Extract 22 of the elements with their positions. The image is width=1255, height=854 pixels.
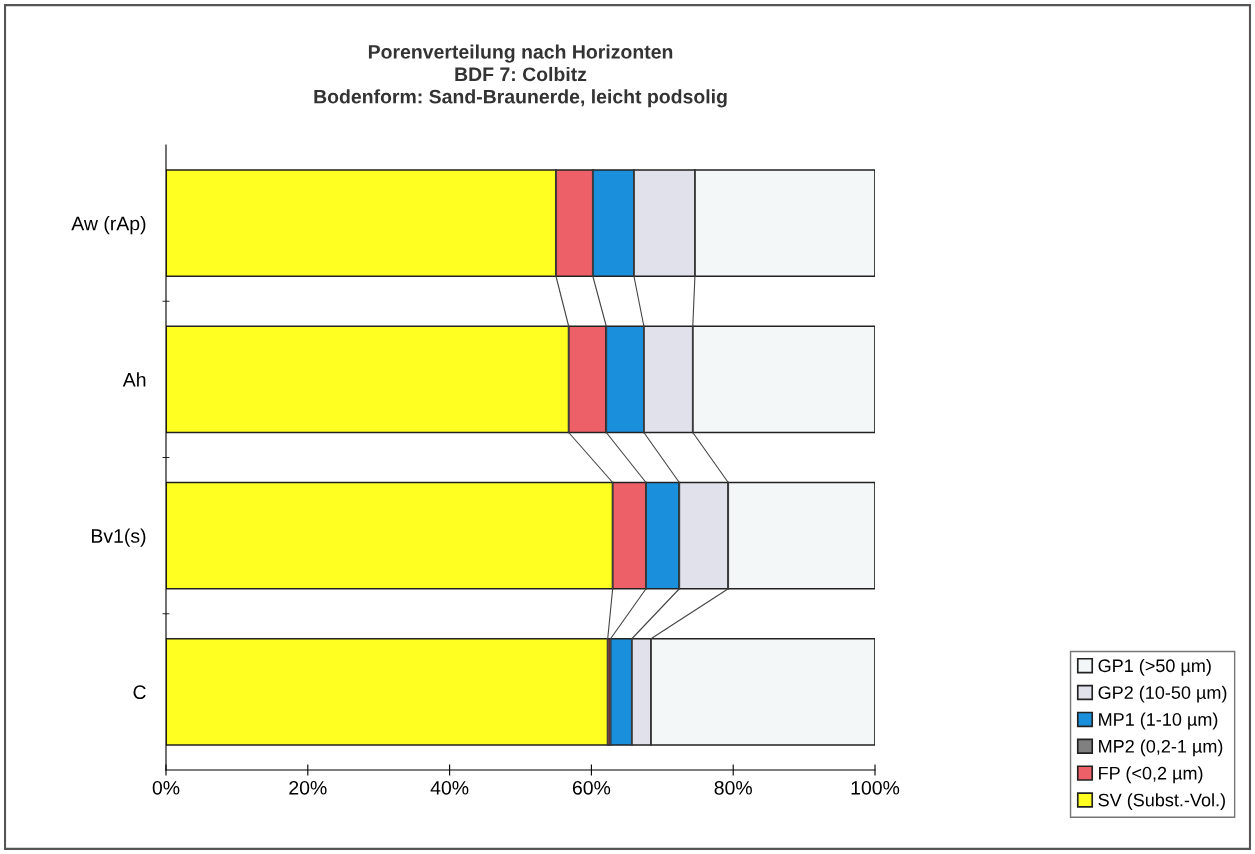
x-tick-label: 60% <box>572 780 611 795</box>
legend-label: FP (<0,2 µm) <box>1099 766 1203 784</box>
bar <box>694 169 875 278</box>
legend-label: GP2 (10-50 µm) <box>1098 685 1227 703</box>
bar <box>166 169 557 278</box>
x-tick-label: 20% <box>289 780 327 795</box>
bar <box>633 169 696 278</box>
legend-label: GP1 (>50 µm) <box>1098 658 1211 676</box>
legend-label: MP1 (1-10 µm) <box>1099 712 1218 730</box>
legend-label: MP2 (0,2-1 µm) <box>1099 739 1223 757</box>
y-tick-label: C <box>133 685 146 700</box>
bar <box>650 637 875 746</box>
y-tick-label: Aw (rAp) <box>71 216 146 235</box>
x-tick-label: 100% <box>851 780 900 795</box>
legend-label: SV (Subst.-Vol.) <box>1098 793 1225 810</box>
y-tick-label: Bv1(s) <box>91 528 146 547</box>
x-tick-label: 40% <box>430 780 469 795</box>
y-tick-label: Ah <box>122 372 146 387</box>
chart-title: Porenverteilung nach Horizonten BDF 7: Colbitz Bodenform: Sand-Braunerde, leicht podsolig <box>314 44 727 108</box>
x-tick-label: 0% <box>152 780 180 795</box>
bar <box>166 637 609 746</box>
x-tick-label: 80% <box>714 780 752 795</box>
